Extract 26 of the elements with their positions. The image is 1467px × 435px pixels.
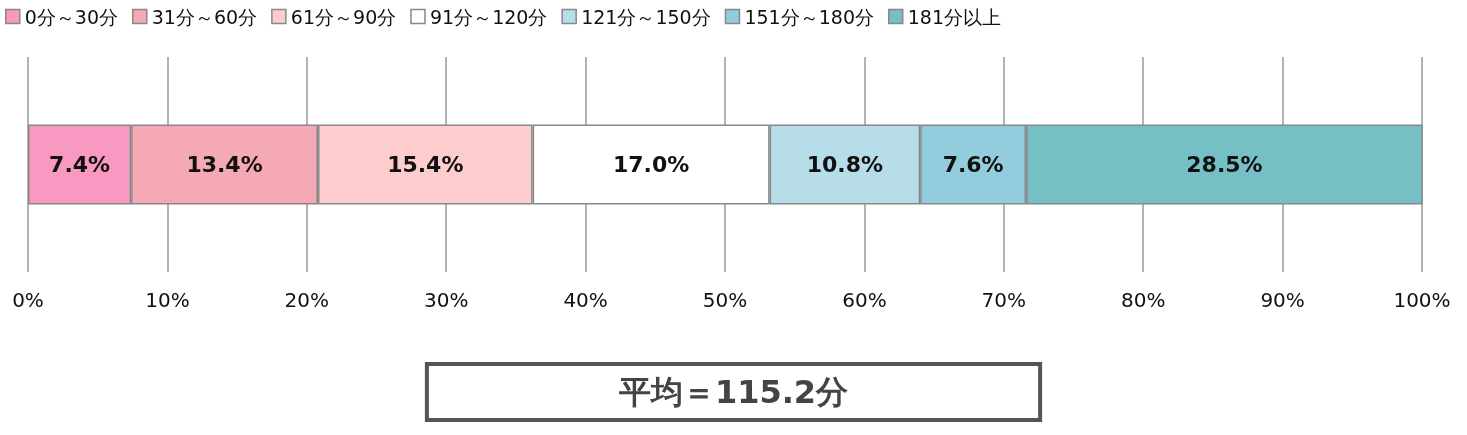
legend-label: 0分～30分 — [24, 5, 119, 28]
legend-label: 151分～180分 — [744, 5, 874, 28]
x-tick-label: 10% — [145, 288, 190, 312]
x-tick-label: 0% — [12, 288, 44, 312]
x-tick-label: 20% — [284, 288, 330, 312]
x-tick-label: 70% — [981, 288, 1027, 312]
data-label: 15.4% — [387, 152, 464, 177]
x-tick-label: 30% — [423, 288, 469, 312]
data-label: 7.6% — [942, 152, 1004, 177]
legend-label: 181分以上 — [907, 5, 1001, 28]
legend-label: 91分～120分 — [429, 5, 548, 28]
data-label: 28.5% — [1186, 152, 1263, 177]
data-label: 7.4% — [49, 152, 111, 177]
data-label: 10.8% — [806, 152, 884, 177]
x-tick-label: 40% — [563, 288, 608, 312]
x-tick-label: 80% — [1120, 288, 1166, 312]
legend-label: 31分～60分 — [151, 5, 258, 28]
text: 平均＝115.2分 — [617, 373, 849, 411]
x-tick-label: 90% — [1260, 288, 1305, 312]
x-tick-label: 60% — [842, 288, 887, 312]
legend-label: 121分～150分 — [581, 5, 711, 28]
legend-label: 61分～90分 — [290, 5, 397, 28]
x-tick-label: 50% — [702, 288, 748, 312]
data-label: 17.0% — [612, 152, 690, 177]
data-label: 13.4% — [186, 152, 263, 177]
x-tick-label: 100% — [1393, 288, 1451, 312]
